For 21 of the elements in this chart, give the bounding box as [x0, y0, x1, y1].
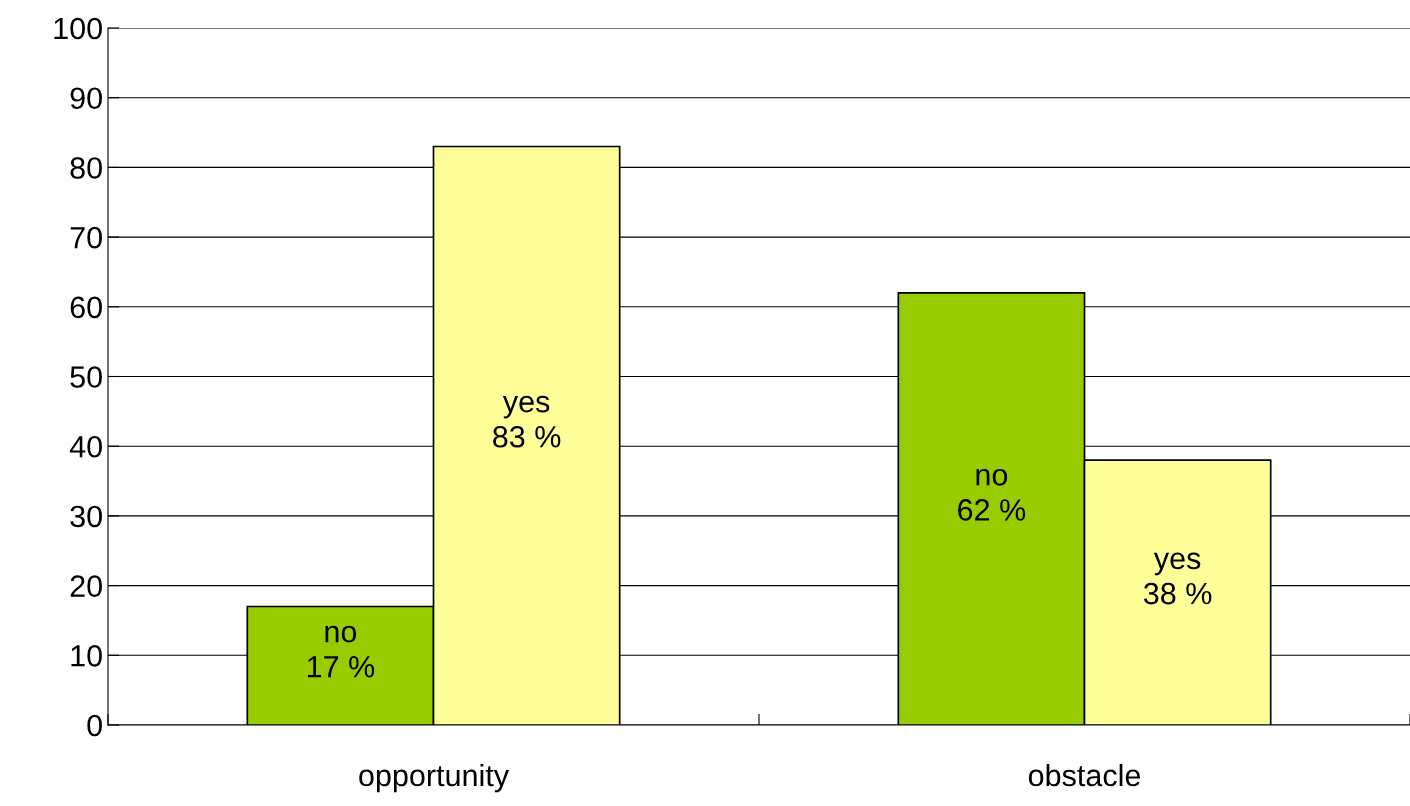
- y-tick-label: 50: [70, 366, 102, 388]
- y-tick-label: 90: [70, 87, 102, 110]
- y-tick-label: 30: [70, 505, 102, 528]
- x-tick-label: obstacle: [1028, 763, 1141, 787]
- y-tick-label: 10: [71, 645, 102, 667]
- y-tick-label: 80: [70, 157, 102, 179]
- data-label: 83 %: [493, 425, 561, 448]
- y-tick-label: 70: [70, 226, 102, 249]
- data-label: 17 %: [307, 656, 375, 678]
- y-tick-label: 20: [70, 575, 102, 597]
- y-tick-label: 60: [70, 296, 102, 319]
- text: no: [976, 468, 1008, 486]
- text: yes: [1153, 552, 1201, 576]
- y-tick-label: 40: [69, 435, 102, 458]
- x-tick-label: opportunity: [359, 763, 510, 793]
- series-label: no: [325, 625, 357, 643]
- data-label: 38 %: [1143, 582, 1212, 605]
- y-tick-label: 0: [87, 714, 102, 737]
- y-tick-label: 100: [54, 17, 102, 40]
- series-label: yes: [502, 395, 550, 419]
- data-label: 62 %: [958, 499, 1026, 521]
